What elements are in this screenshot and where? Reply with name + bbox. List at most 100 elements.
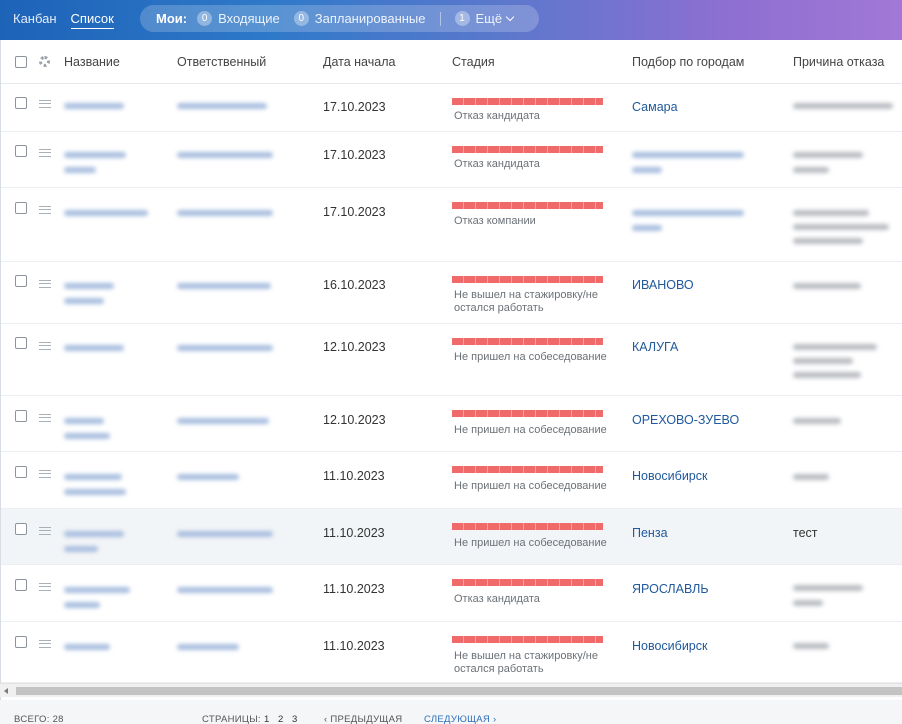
city-link[interactable]: Пенза [632, 526, 668, 540]
table-row[interactable]: 11.10.2023 Отказ кандидата ЯРОСЛАВЛЬ [1, 565, 902, 622]
drag-handle-icon[interactable] [39, 470, 51, 478]
drag-handle-icon[interactable] [39, 527, 51, 535]
city-link[interactable]: КАЛУГА [632, 340, 679, 354]
deal-name-redacted[interactable] [64, 298, 104, 304]
city-redacted[interactable] [632, 167, 662, 173]
deal-name-redacted[interactable] [64, 489, 126, 495]
row-checkbox[interactable] [15, 97, 27, 109]
stage-progress-bar[interactable] [452, 98, 603, 105]
page-link-3[interactable]: 3 [292, 714, 298, 724]
deal-name-redacted[interactable] [64, 474, 122, 480]
deal-name-redacted[interactable] [64, 433, 110, 439]
table-row[interactable]: 11.10.2023 Не вышел на стажировку/не ост… [1, 622, 902, 683]
drag-handle-icon[interactable] [39, 583, 51, 591]
view-kanban[interactable]: Канбан [13, 11, 57, 26]
city-link[interactable]: Новосибирск [632, 639, 708, 653]
stage-progress-bar[interactable] [452, 146, 603, 153]
deal-name-redacted[interactable] [64, 152, 126, 158]
horizontal-scrollbar[interactable] [0, 683, 902, 697]
table-row[interactable]: 17.10.2023 Отказ кандидата Самара [1, 84, 902, 132]
column-header-reason[interactable]: Причина отказа [793, 55, 885, 69]
stage-progress-bar[interactable] [452, 579, 603, 586]
deal-name-redacted[interactable] [64, 602, 100, 608]
responsible-redacted[interactable] [177, 210, 273, 216]
responsible-redacted[interactable] [177, 283, 271, 289]
city-redacted[interactable] [632, 225, 662, 231]
drag-handle-icon[interactable] [39, 149, 51, 157]
drag-handle-icon[interactable] [39, 206, 51, 214]
drag-handle-icon[interactable] [39, 414, 51, 422]
city-link[interactable]: Самара [632, 100, 678, 114]
column-header-stage[interactable]: Стадия [452, 55, 495, 69]
stage-progress-bar[interactable] [452, 202, 603, 209]
drag-handle-icon[interactable] [39, 640, 51, 648]
table-row[interactable]: 17.10.2023 Отказ компании [1, 188, 902, 262]
responsible-redacted[interactable] [177, 531, 273, 537]
table-row[interactable]: 12.10.2023 Не пришел на собеседование КА… [1, 324, 902, 396]
deal-name-redacted[interactable] [64, 345, 124, 351]
responsible-redacted[interactable] [177, 587, 273, 593]
row-checkbox[interactable] [15, 275, 27, 287]
column-header-start-date[interactable]: Дата начала [323, 55, 396, 69]
stage-progress-bar[interactable] [452, 276, 603, 283]
table-row[interactable]: 16.10.2023 Не вышел на стажировку/не ост… [1, 262, 902, 324]
row-checkbox[interactable] [15, 466, 27, 478]
page-link-2[interactable]: 2 [278, 714, 284, 724]
city-link[interactable]: ОРЕХОВО-ЗУЕВО [632, 413, 740, 427]
drag-handle-icon[interactable] [39, 280, 51, 288]
table-row[interactable]: 12.10.2023 Не пришел на собеседование ОР… [1, 396, 902, 452]
table-row[interactable]: 17.10.2023 Отказ кандидата [1, 132, 902, 188]
drag-handle-icon[interactable] [39, 100, 51, 108]
deal-name-redacted[interactable] [64, 283, 114, 289]
row-checkbox[interactable] [15, 337, 27, 349]
row-checkbox[interactable] [15, 523, 27, 535]
row-checkbox[interactable] [15, 410, 27, 422]
counter-more[interactable]: 1 Ещё [454, 11, 515, 26]
city-link[interactable]: Новосибирск [632, 469, 708, 483]
column-header-responsible[interactable]: Ответственный [177, 55, 267, 69]
responsible-redacted[interactable] [177, 103, 267, 109]
city-link[interactable]: ЯРОСЛАВЛЬ [632, 582, 709, 596]
city-redacted[interactable] [632, 152, 744, 158]
responsible-redacted[interactable] [177, 345, 273, 351]
responsible-redacted[interactable] [177, 644, 239, 650]
deal-name-redacted[interactable] [64, 103, 124, 109]
row-checkbox[interactable] [15, 579, 27, 591]
gear-icon[interactable] [39, 56, 50, 67]
scrollbar-thumb[interactable] [16, 687, 902, 695]
counter-planned[interactable]: 0 Запланированные [293, 11, 426, 26]
deal-name-redacted[interactable] [64, 210, 148, 216]
stage-progress-bar[interactable] [452, 636, 603, 643]
row-checkbox[interactable] [15, 145, 27, 157]
row-checkbox[interactable] [15, 202, 27, 214]
stage-progress-bar[interactable] [452, 410, 603, 417]
deal-name-redacted[interactable] [64, 531, 124, 537]
view-list[interactable]: Список [64, 5, 121, 32]
city-redacted[interactable] [632, 210, 744, 216]
deal-name-redacted[interactable] [64, 546, 98, 552]
city-link[interactable]: ИВАНОВО [632, 278, 694, 292]
drag-handle-icon[interactable] [39, 342, 51, 350]
responsible-redacted[interactable] [177, 152, 273, 158]
column-header-name[interactable]: Название [64, 55, 120, 69]
deal-name-redacted[interactable] [64, 644, 110, 650]
column-header-city[interactable]: Подбор по городам [632, 55, 745, 69]
scroll-left-icon[interactable] [4, 688, 8, 694]
stage-label: Отказ компании [454, 215, 536, 227]
table-row[interactable]: 11.10.2023 Не пришел на собеседование Но… [1, 452, 902, 509]
deal-name-redacted[interactable] [64, 587, 130, 593]
stage-progress-bar[interactable] [452, 523, 603, 530]
stage-progress-bar[interactable] [452, 338, 603, 345]
counter-incoming[interactable]: 0 Входящие [197, 11, 280, 26]
deal-name-redacted[interactable] [64, 167, 96, 173]
responsible-redacted[interactable] [177, 418, 269, 424]
row-checkbox[interactable] [15, 636, 27, 648]
select-all-checkbox[interactable] [15, 56, 27, 68]
table-row[interactable]: 11.10.2023 Не пришел на собеседование Пе… [1, 509, 902, 565]
stage-progress-bar[interactable] [452, 466, 603, 473]
next-page-link[interactable]: Следующая › [424, 714, 497, 724]
deal-name-redacted[interactable] [64, 418, 104, 424]
prev-page-link[interactable]: ‹ Предыдущая [324, 714, 403, 724]
page-link-1[interactable]: 1 [264, 714, 270, 724]
responsible-redacted[interactable] [177, 474, 239, 480]
